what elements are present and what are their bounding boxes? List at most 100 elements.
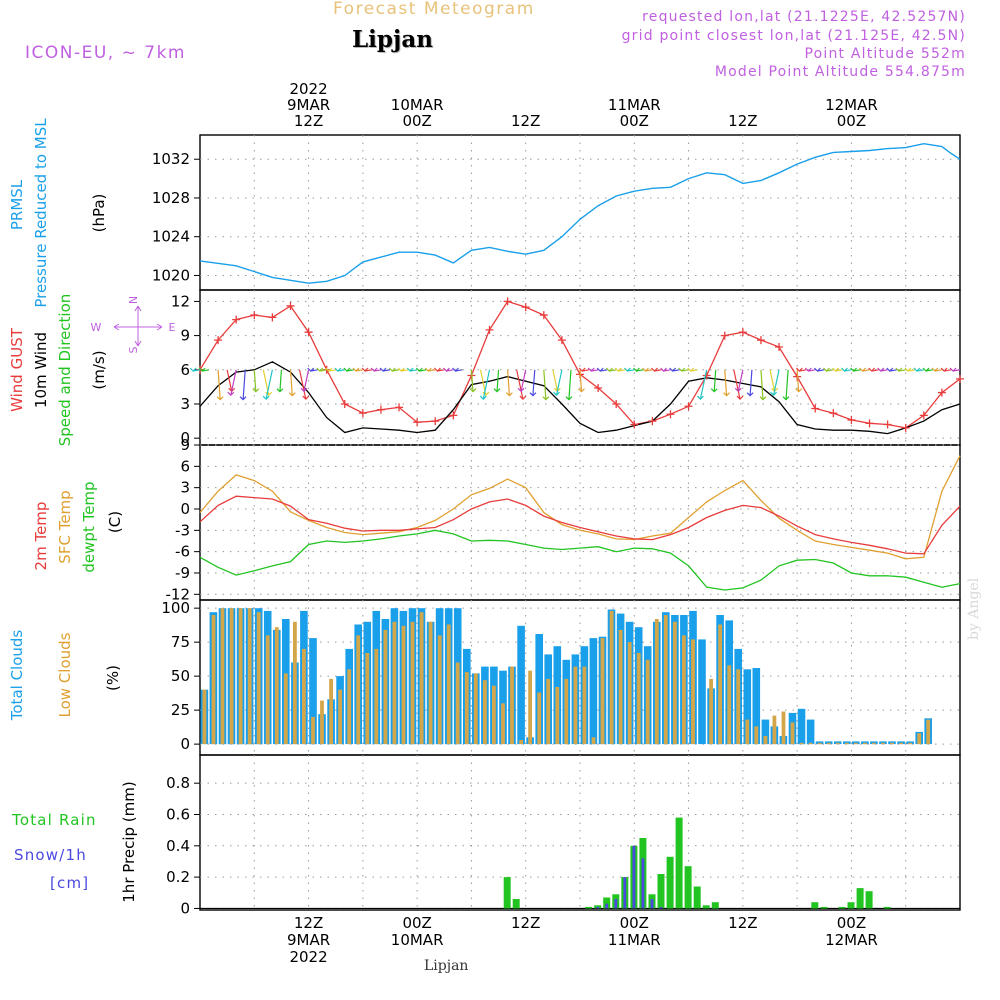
total-cloud-bar xyxy=(833,741,842,745)
wind-direction-arrow xyxy=(452,367,463,372)
legend-snow: Snow/1h xyxy=(14,846,87,864)
top-time-label: 00Z xyxy=(837,112,866,130)
gust-marker xyxy=(720,331,729,340)
wind-direction-arrow xyxy=(578,367,590,372)
y-tick-label: -6 xyxy=(175,543,190,561)
y-tick-label: 50 xyxy=(171,667,190,685)
y-tick-label: 12 xyxy=(171,292,190,310)
low-cloud-bar xyxy=(220,608,225,745)
wind-direction-arrow xyxy=(578,369,585,393)
y-tick-label: 0 xyxy=(180,429,190,447)
top-time-label: 00Z xyxy=(620,112,649,130)
bottom-time-label: 12Z xyxy=(511,914,540,932)
low-cloud-bar xyxy=(483,680,487,745)
y-tick-label: -9 xyxy=(175,564,190,582)
wind-direction-arrow xyxy=(343,367,354,372)
wind-label-speed-dir: Speed and Direction xyxy=(56,294,74,447)
low-cloud-bar xyxy=(401,625,406,745)
rain-bar xyxy=(838,906,846,909)
rain-bar xyxy=(503,877,511,909)
wind-direction-arrow xyxy=(913,367,924,372)
low-cloud-bar xyxy=(238,608,243,745)
wind-direction-arrow xyxy=(352,367,363,372)
low-cloud-bar xyxy=(446,624,451,745)
low-cloud-bar xyxy=(772,715,777,745)
wind-direction-arrow xyxy=(325,367,336,372)
total-cloud-bar xyxy=(906,741,914,745)
low-cloud-bar xyxy=(555,687,560,745)
low-cloud-bar xyxy=(682,635,686,745)
gust-marker xyxy=(630,420,639,429)
gust-marker xyxy=(684,402,693,411)
low-cloud-bar xyxy=(229,608,234,745)
total-cloud-bar xyxy=(888,741,896,745)
low-cloud-bar xyxy=(663,615,668,745)
temp-label-unit: (C) xyxy=(106,511,124,533)
y-tick-label: 1028 xyxy=(152,189,190,207)
compass-n: N xyxy=(127,296,140,304)
gust-marker xyxy=(539,311,548,320)
temp2m-line xyxy=(199,495,961,555)
wind-direction-arrow xyxy=(940,367,952,372)
wind-direction-arrow xyxy=(813,367,825,372)
wind-direction-arrow xyxy=(406,367,418,372)
bottom-time-label: 11MAR xyxy=(608,931,661,949)
wind-direction-arrow xyxy=(687,367,698,372)
low-cloud-bar xyxy=(437,635,442,745)
low-cloud-bar xyxy=(510,666,514,745)
bottom-time-label: 00Z xyxy=(837,914,866,932)
low-cloud-bar xyxy=(546,678,551,745)
wind-direction-arrow xyxy=(850,367,861,372)
low-cloud-bar xyxy=(383,629,388,745)
wind-direction-arrow xyxy=(189,367,201,372)
low-cloud-bar xyxy=(727,665,732,745)
gust-marker xyxy=(937,388,946,397)
y-tick-label: 0 xyxy=(180,899,190,917)
gust-marker xyxy=(286,301,295,310)
low-cloud-bar xyxy=(573,666,578,745)
y-tick-label: 0.4 xyxy=(166,837,190,855)
low-cloud-bar xyxy=(890,742,894,745)
wind-direction-arrow xyxy=(632,367,644,372)
total-cloud-bar xyxy=(870,741,878,745)
low-cloud-bar xyxy=(899,742,903,745)
low-cloud-bar xyxy=(790,722,795,745)
legend-snow-unit: [cm] xyxy=(50,874,89,892)
rain-bar xyxy=(820,906,828,909)
wind-direction-arrow xyxy=(276,369,284,393)
total-cloud-bar xyxy=(897,741,905,745)
low-cloud-bar xyxy=(654,619,659,745)
rain-bar xyxy=(512,899,520,909)
wind-direction-arrow xyxy=(651,367,662,372)
rain-bar xyxy=(666,856,674,909)
total-cloud-bar xyxy=(698,639,706,745)
wind-direction-arrow xyxy=(759,369,767,401)
gust-marker xyxy=(376,405,385,414)
low-cloud-bar xyxy=(673,621,677,745)
rain-bar xyxy=(865,891,873,909)
total-cloud-bar xyxy=(589,638,598,745)
low-cloud-bar xyxy=(863,742,867,745)
rain-bar xyxy=(657,874,665,909)
wind-direction-arrow xyxy=(877,367,888,372)
gust-marker xyxy=(811,404,820,413)
low-cloud-bar xyxy=(627,642,632,745)
y-tick-label: 3 xyxy=(180,395,190,413)
top-time-label: 9MAR xyxy=(287,96,330,114)
low-cloud-bar xyxy=(428,621,433,745)
wind-direction-arrow xyxy=(442,367,454,372)
wind-direction-arrow xyxy=(804,367,816,372)
wind-direction-arrow xyxy=(334,367,345,372)
y-tick-label: 1020 xyxy=(152,266,190,284)
wind-direction-arrow xyxy=(370,367,382,372)
gust-marker xyxy=(214,336,223,345)
low-cloud-bar xyxy=(365,653,370,745)
gust-marker xyxy=(521,303,530,312)
y-tick-label: 9 xyxy=(180,327,190,345)
wind-direction-arrow xyxy=(216,369,224,401)
rain-bar xyxy=(585,906,593,909)
low-cloud-bar xyxy=(745,719,750,745)
bottom-time-label: 00Z xyxy=(402,914,431,932)
low-cloud-bar xyxy=(293,621,297,745)
